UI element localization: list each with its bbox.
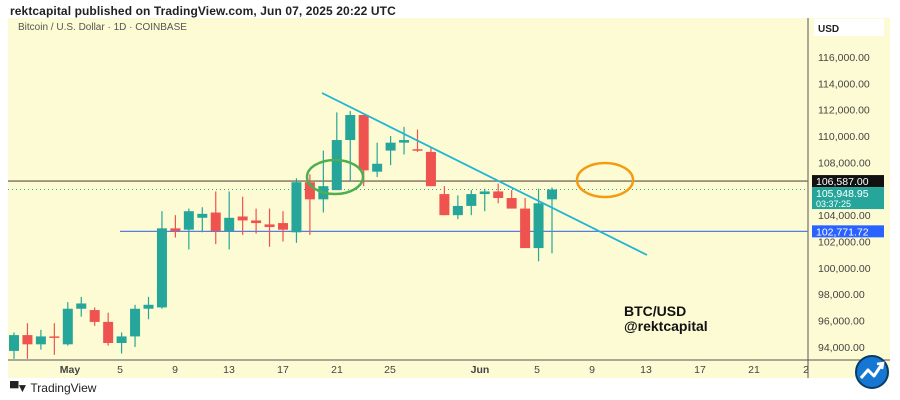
currency-box xyxy=(814,19,884,36)
symbol-title: Bitcoin / U.S. Dollar · 1D · COINBASE xyxy=(18,22,187,33)
candle-body[interactable] xyxy=(385,142,396,151)
candle-body[interactable] xyxy=(76,303,87,309)
publication-info: rektcapital published on TradingView.com… xyxy=(10,4,396,18)
candle-body[interactable] xyxy=(533,203,544,249)
candle-body[interactable] xyxy=(62,308,73,345)
time-tick-label: 9 xyxy=(172,364,178,376)
candle-body[interactable] xyxy=(9,335,19,351)
candle-body[interactable] xyxy=(264,224,275,228)
time-tick-label: Jun xyxy=(471,364,490,376)
currency-label: USD xyxy=(818,24,839,35)
candle-body[interactable] xyxy=(466,194,477,206)
candle-body[interactable] xyxy=(116,336,127,344)
candle-body[interactable] xyxy=(35,336,46,345)
time-tick-label: 21 xyxy=(748,364,760,376)
candle-body[interactable] xyxy=(412,149,423,151)
candle-body[interactable] xyxy=(130,308,141,337)
candle-body[interactable] xyxy=(103,321,114,344)
watermark-pair: BTC/USD xyxy=(624,303,686,319)
candle-body[interactable] xyxy=(197,213,208,218)
price-tick-label: 96,000.00 xyxy=(818,316,865,328)
candle-body[interactable] xyxy=(331,140,342,191)
candle-body[interactable] xyxy=(493,191,504,199)
candle-body[interactable] xyxy=(251,220,262,224)
green-circle-annotation[interactable] xyxy=(305,158,365,196)
time-tick-label: 13 xyxy=(640,364,652,376)
candle-body[interactable] xyxy=(278,223,288,230)
candle-body[interactable] xyxy=(425,151,436,187)
support-price-label: 102,771.72 xyxy=(816,226,869,238)
orange-circle-annotation[interactable] xyxy=(575,161,635,199)
candle-body[interactable] xyxy=(224,217,235,231)
last-price-label: 105,948.95 xyxy=(816,188,869,200)
candle-body[interactable] xyxy=(452,205,463,216)
time-tick-label: 17 xyxy=(277,364,289,376)
candle-body[interactable] xyxy=(22,335,33,345)
time-tick-label: May xyxy=(60,364,81,376)
price-tick-label: 116,000.00 xyxy=(818,52,870,64)
tradingview-logo-icon: ▀▼ xyxy=(10,381,28,395)
candle-body[interactable] xyxy=(506,198,517,209)
candle-body[interactable] xyxy=(89,310,100,322)
price-tick-label: 100,000.00 xyxy=(818,263,871,275)
time-tick-label: 5 xyxy=(117,364,123,376)
candle-body[interactable] xyxy=(520,208,531,249)
time-tick-label: 17 xyxy=(694,364,706,376)
watermark-handle: @rektcapital xyxy=(624,318,708,334)
candle-body[interactable] xyxy=(358,114,369,171)
candle-body[interactable] xyxy=(143,304,154,309)
resistance-price-label: 106,587.00 xyxy=(816,176,869,188)
price-tick-label: 104,000.00 xyxy=(818,210,871,222)
price-tick-label: 110,000.00 xyxy=(818,131,870,143)
arrow-head-icon xyxy=(876,361,885,370)
candle-body[interactable] xyxy=(170,228,181,231)
candle-body[interactable] xyxy=(372,163,383,172)
candle-body[interactable] xyxy=(237,216,248,221)
trend-arrow-icon xyxy=(859,363,884,379)
price-tick-label: 94,000.00 xyxy=(818,342,865,354)
candle-body[interactable] xyxy=(399,140,410,143)
candle-body[interactable] xyxy=(547,189,557,200)
tradingview-brand: TradingView xyxy=(30,381,97,395)
time-tick-label: 5 xyxy=(534,364,540,376)
tradingview-footer[interactable]: ▀▼ TradingView xyxy=(10,381,96,395)
descending-trendline[interactable] xyxy=(321,92,648,256)
price-tick-label: 98,000.00 xyxy=(818,289,865,301)
time-tick-label: 9 xyxy=(589,364,595,376)
candle-body[interactable] xyxy=(291,182,302,233)
candle-body[interactable] xyxy=(439,194,450,216)
support-price-marker xyxy=(812,225,884,238)
candle-body[interactable] xyxy=(183,211,194,230)
candle-body[interactable] xyxy=(210,212,221,231)
candle-body[interactable] xyxy=(49,336,60,338)
last-price-marker xyxy=(812,187,884,210)
price-tick-label: 108,000.00 xyxy=(818,157,871,169)
time-tick-label: 2 xyxy=(803,364,809,376)
price-tick-label: 102,000.00 xyxy=(818,237,871,249)
candle-body[interactable] xyxy=(156,228,167,308)
price-tick-label: 112,000.00 xyxy=(818,105,870,117)
time-tick-label: 13 xyxy=(223,364,235,376)
candle-body[interactable] xyxy=(345,114,356,141)
time-tick-label: 25 xyxy=(384,364,396,376)
time-tick-label: 21 xyxy=(331,364,343,376)
price-tick-label: 114,000.00 xyxy=(818,78,870,90)
countdown-label: 03:37:25 xyxy=(816,199,851,209)
candle-body[interactable] xyxy=(479,191,490,195)
candle-body[interactable] xyxy=(304,182,315,200)
resistance-price-marker xyxy=(812,175,884,188)
